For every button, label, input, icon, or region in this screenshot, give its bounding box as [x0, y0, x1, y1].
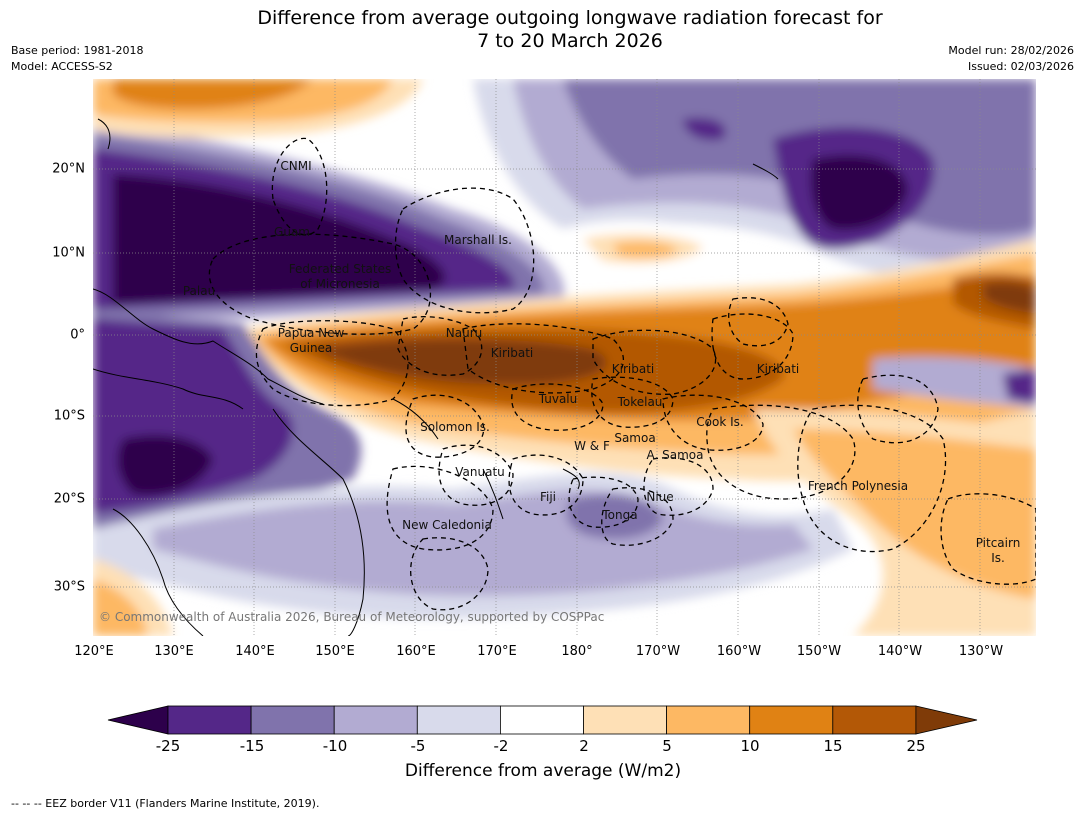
label-cnmi: CNMI: [280, 159, 312, 173]
model-name: Model: ACCESS-S2: [11, 60, 113, 73]
label-tuvalu: Tuvalu: [538, 392, 578, 406]
label-vanuatu: Vanuatu: [455, 465, 505, 479]
lon-label: 140°W: [877, 644, 923, 659]
label-fiji: Fiji: [539, 490, 557, 504]
model-run: Model run: 28/02/2026: [948, 44, 1074, 57]
label-new-caledonia: New Caledonia: [402, 518, 492, 532]
colorbar-swatch: [666, 705, 751, 735]
lon-label: 170°W: [635, 644, 681, 659]
label-american-samoa: A. Samoa: [646, 448, 704, 462]
label-tokelau: Tokelau: [617, 395, 663, 409]
forecast-map: [93, 79, 1036, 636]
label-pitcairn-line2: Is.: [991, 551, 1005, 565]
colorbar-extend-high: [915, 705, 978, 735]
base-period: Base period: 1981-2018: [11, 44, 144, 57]
lon-label: 160°W: [716, 644, 762, 659]
colorbar-swatch: [499, 705, 584, 735]
label-kiribati-east: Kiribati: [756, 362, 800, 376]
chart-title: Difference from average outgoing longwav…: [0, 7, 1085, 53]
colorbar-tick: 10: [740, 737, 760, 755]
lon-label: 140°E: [235, 644, 275, 659]
colorbar-swatch: [333, 705, 418, 735]
anomaly-field: [93, 79, 1036, 636]
issued-date: Issued: 02/03/2026: [967, 60, 1074, 73]
label-solomon-is: Solomon Is.: [420, 420, 490, 434]
lat-label: 10°S: [53, 408, 85, 424]
colorbar-swatch: [167, 705, 252, 735]
meta-left: Base period: 1981-2018 Model: ACCESS-S2: [11, 43, 143, 75]
label-png-line2: Guinea: [289, 341, 333, 355]
label-fsm-line2: of Micronesia: [300, 277, 380, 291]
meta-right: Model run: 28/02/2026 Issued: 02/03/2026: [948, 43, 1074, 75]
label-guam: Guam: [274, 225, 310, 239]
colorbar-tick: -5: [410, 737, 426, 755]
eez-legend: -- -- -- EEZ border V11 (Flanders Marine…: [11, 797, 320, 810]
eez-borders: [208, 137, 1036, 611]
lon-label: 130°E: [154, 644, 194, 659]
label-fsm-line1: Federated States: [288, 262, 392, 276]
lat-label: 20°N: [52, 161, 85, 177]
lon-label: 170°E: [477, 644, 517, 659]
label-pitcairn-line1: Pitcairn: [975, 536, 1021, 550]
colorbar-title: Difference from average (W/m2): [404, 761, 682, 781]
colorbar-swatch: [749, 705, 834, 735]
label-cook-is: Cook Is.: [696, 415, 744, 429]
colorbar-tick: -25: [155, 737, 181, 755]
label-nauru: Nauru: [445, 326, 483, 340]
label-tonga: Tonga: [602, 508, 638, 522]
label-wallis-futuna: W & F: [574, 439, 610, 453]
copyright-notice: © Commonwealth of Australia 2026, Bureau…: [99, 610, 605, 624]
title-line-2: 7 to 20 March 2026: [477, 30, 663, 52]
graticule: [93, 79, 1036, 636]
colorbar-tick: 2: [579, 737, 589, 755]
colorbar-tick: -2: [493, 737, 509, 755]
colorbar: [107, 705, 978, 735]
coastlines: [93, 118, 779, 636]
colorbar-tick: -10: [322, 737, 348, 755]
lat-label: 10°N: [52, 245, 85, 261]
colorbar-extend-low: [107, 705, 169, 735]
title-line-1: Difference from average outgoing longwav…: [257, 7, 883, 29]
label-png-line1: Papua New: [277, 326, 345, 340]
label-marshall-is: Marshall Is.: [444, 233, 512, 247]
colorbar-swatch: [250, 705, 335, 735]
lat-label: 0°: [70, 327, 85, 343]
label-samoa: Samoa: [614, 431, 656, 445]
lon-label: 130°W: [958, 644, 1004, 659]
lon-label: 150°W: [796, 644, 842, 659]
lon-label: 120°E: [74, 644, 114, 659]
colorbar-tick: 25: [906, 737, 926, 755]
colorbar-swatch: [583, 705, 667, 735]
label-french-polynesia: French Polynesia: [807, 479, 909, 493]
lon-label: 150°E: [315, 644, 355, 659]
label-kiribati-west: Kiribati: [490, 346, 534, 360]
lon-label: 160°E: [396, 644, 436, 659]
colorbar-tick: 15: [823, 737, 843, 755]
lon-label: 180°: [561, 644, 593, 659]
label-palau: Palau: [182, 284, 216, 298]
colorbar-tick: -15: [239, 737, 265, 755]
label-niue: Niue: [646, 490, 674, 504]
lat-label: 20°S: [53, 491, 85, 507]
label-kiribati-central: Kiribati: [611, 362, 655, 376]
lat-label: 30°S: [53, 579, 85, 595]
colorbar-swatch: [832, 705, 917, 735]
colorbar-swatch: [416, 705, 501, 735]
colorbar-tick: 5: [662, 737, 672, 755]
